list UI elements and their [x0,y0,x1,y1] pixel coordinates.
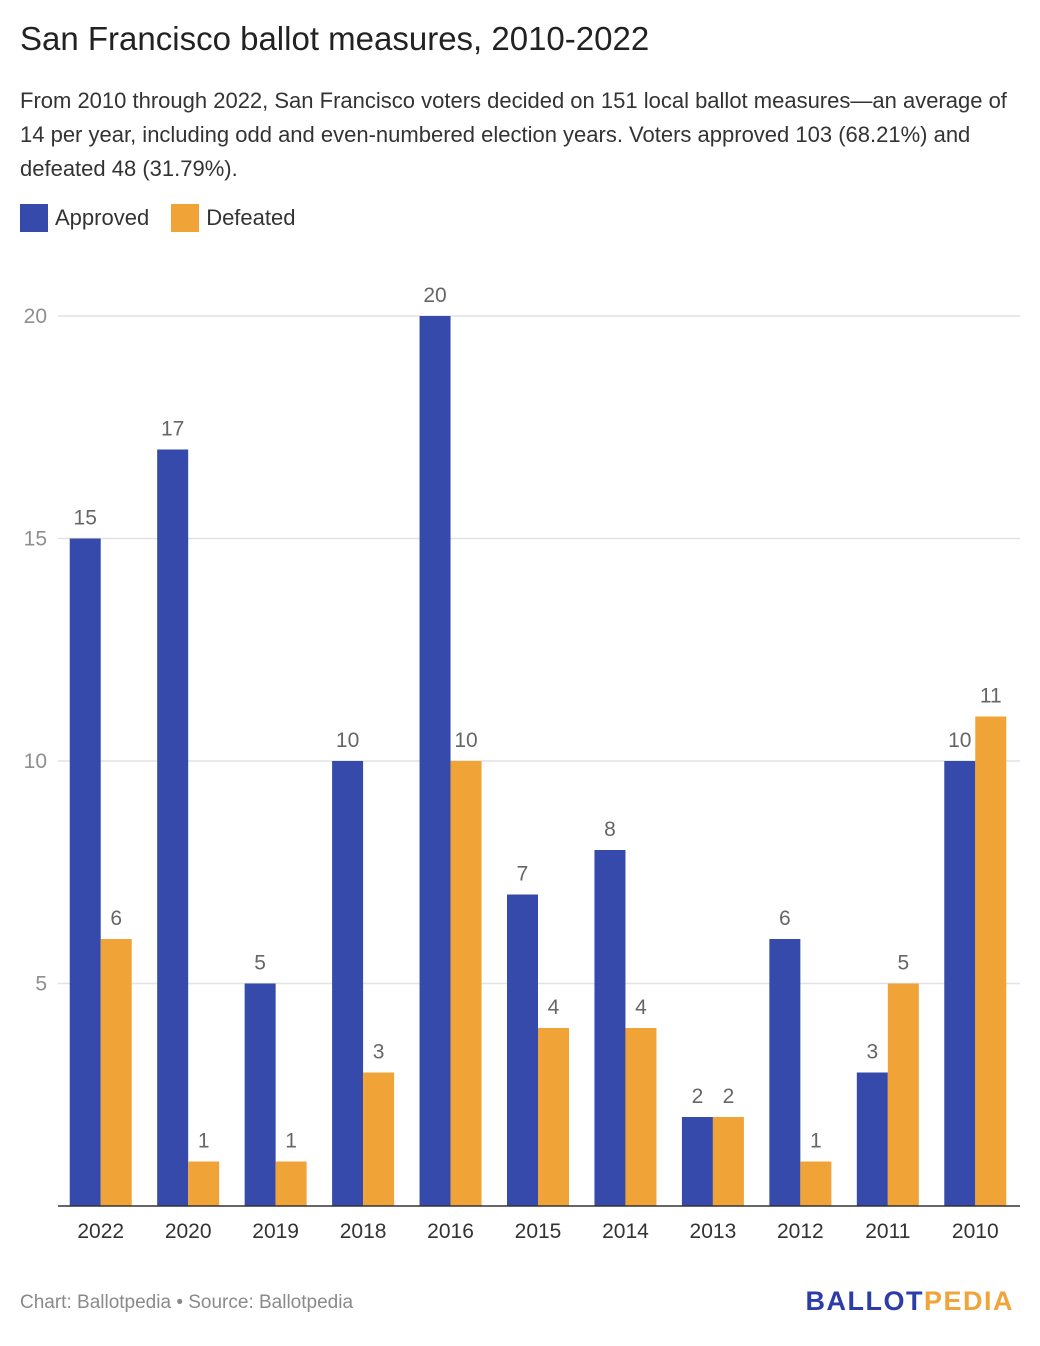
data-label: 8 [604,818,616,841]
chart-source: Chart: Ballotpedia • Source: Ballotpedia [20,1292,354,1313]
bar-defeated-2012 [800,1161,832,1206]
legend-item-approved: Approved [20,204,149,232]
legend: Approved Defeated [20,204,317,232]
data-label: 5 [254,952,266,975]
bar-approved-2016 [419,316,451,1206]
ballotpedia-logo: BALLOTPEDIA [805,1286,1014,1317]
data-label: 15 [74,507,97,530]
bar-approved-2020 [157,449,189,1206]
bar-approved-2012 [769,939,801,1206]
data-label: 1 [198,1130,210,1153]
data-label: 20 [423,284,446,307]
bar-defeated-2018 [363,1072,395,1206]
bar-approved-2014 [594,850,626,1206]
data-label: 5 [897,952,909,975]
data-label: 11 [980,685,1002,708]
x-tick-label: 2022 [77,1220,124,1243]
data-label: 7 [517,863,529,886]
bar-defeated-2011 [887,983,919,1206]
data-label: 2 [692,1085,704,1108]
bar-approved-2015 [507,894,538,1206]
y-tick-label: 5 [35,973,47,996]
x-tick-label: 2018 [340,1220,387,1243]
bar-approved-2019 [244,983,276,1206]
bar-defeated-2014 [625,1028,657,1206]
data-label: 3 [866,1041,878,1064]
bar-approved-2013 [681,1117,713,1206]
x-tick-label: 2016 [427,1220,474,1243]
x-tick-label: 2019 [252,1220,299,1243]
data-label: 4 [635,996,647,1019]
chart-title: San Francisco ballot measures, 2010-2022 [20,20,650,57]
x-tick-label: 2010 [952,1220,999,1243]
bar-defeated-2010 [975,716,1007,1206]
data-label: 2 [723,1085,735,1108]
legend-label-defeated: Defeated [206,205,296,230]
bar-defeated-2019 [275,1161,307,1206]
y-tick-label: 15 [24,528,47,551]
logo-part-ballot: BALLOT [805,1286,924,1316]
bar-defeated-2022 [100,939,132,1206]
y-tick-label: 10 [24,750,47,773]
y-tick-label: 20 [24,305,47,328]
x-tick-label: 2015 [515,1220,562,1243]
x-tick-label: 2011 [865,1220,910,1243]
data-label: 1 [810,1130,822,1153]
data-label: 17 [161,418,184,441]
legend-item-defeated: Defeated [171,204,295,232]
chart-subtitle: From 2010 through 2022, San Francisco vo… [20,88,1007,181]
x-tick-label: 2020 [165,1220,212,1243]
bar-approved-2010 [944,761,976,1206]
bar-defeated-2015 [538,1028,569,1206]
x-tick-label: 2014 [602,1220,649,1243]
bar-approved-2022 [69,538,101,1206]
bar-defeated-2016 [450,761,482,1206]
data-label: 10 [454,729,477,752]
bar-approved-2011 [856,1072,888,1206]
data-label: 10 [948,729,971,752]
data-label: 3 [373,1041,385,1064]
x-tick-label: 2013 [690,1220,737,1243]
bar-approved-2018 [332,761,364,1206]
data-label: 10 [336,729,359,752]
x-tick-label: 2012 [777,1220,824,1243]
legend-label-approved: Approved [55,205,150,230]
bar-defeated-2013 [712,1117,744,1206]
data-label: 6 [779,907,791,930]
bar-defeated-2020 [188,1161,220,1206]
legend-swatch-approved [20,204,48,232]
bar-chart: 5101520156202217120205120191032018201020… [24,284,1020,1243]
logo-part-pedia: PEDIA [923,1286,1014,1316]
data-label: 1 [285,1130,297,1153]
data-label: 6 [110,907,122,930]
data-label: 4 [548,996,560,1019]
legend-swatch-defeated [171,204,200,232]
